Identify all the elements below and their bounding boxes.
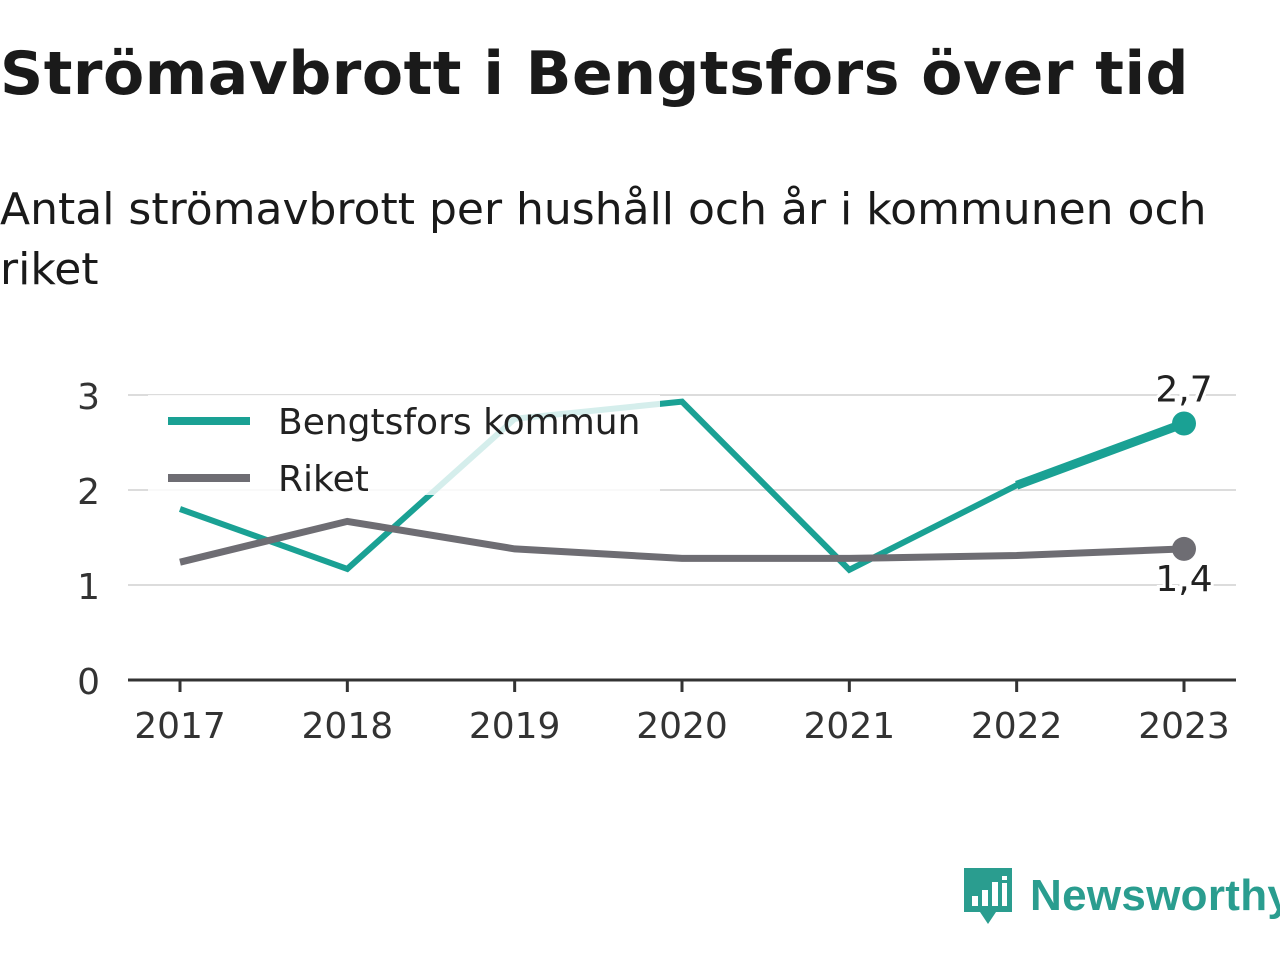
end-point-marker-1: [1172, 536, 1196, 561]
series-line-0-last-segment: [1015, 419, 1186, 490]
y-tick-label: 2: [77, 472, 100, 513]
x-tick-label: 2020: [636, 706, 728, 747]
end-point-marker-0: [1172, 411, 1196, 436]
x-tick-label: 2017: [134, 706, 226, 747]
end-value-label-1: 1,4: [1155, 559, 1212, 600]
chart-title: Strömavbrott i Bengtsfors över tid: [0, 39, 1189, 109]
y-tick-label: 1: [77, 567, 100, 608]
bar-chart-speech-bubble-icon: [964, 868, 1012, 924]
y-tick-label: 3: [77, 377, 100, 418]
legend-label-1: Riket: [278, 459, 369, 500]
x-tick-label: 2021: [804, 706, 896, 747]
x-tick-label: 2023: [1138, 706, 1230, 747]
brand-name: Newsworthy: [1030, 871, 1280, 920]
x-tick-label: 2018: [302, 706, 394, 747]
end-value-label-0: 2,7: [1155, 370, 1212, 411]
x-tick-label: 2019: [469, 706, 561, 747]
newsworthy-logo: Newsworthy: [962, 864, 1280, 928]
y-tick-label: 0: [77, 662, 100, 703]
legend-label-0: Bengtsfors kommun: [278, 402, 640, 443]
series-line-1: [179, 517, 1185, 566]
x-tick-label: 2022: [971, 706, 1063, 747]
line-chart: 0 1 2 3 2017 2018 2019 2020 2021 2022 2023 Bengtsfo…: [77, 367, 1236, 747]
chart-subtitle: Antal strömavbrott per hushåll och år i …: [0, 184, 1207, 295]
